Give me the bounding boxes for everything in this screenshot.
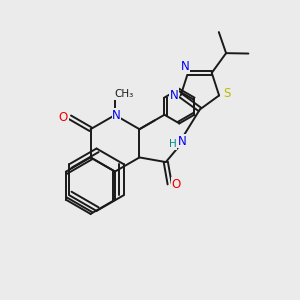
Text: N: N — [170, 89, 178, 102]
Text: CH₃: CH₃ — [114, 89, 134, 99]
Text: N: N — [112, 109, 121, 122]
Text: H: H — [169, 139, 176, 149]
Text: O: O — [59, 111, 68, 124]
Text: N: N — [181, 60, 189, 74]
Text: O: O — [172, 178, 181, 190]
Text: N: N — [178, 135, 186, 148]
Text: S: S — [223, 88, 230, 100]
